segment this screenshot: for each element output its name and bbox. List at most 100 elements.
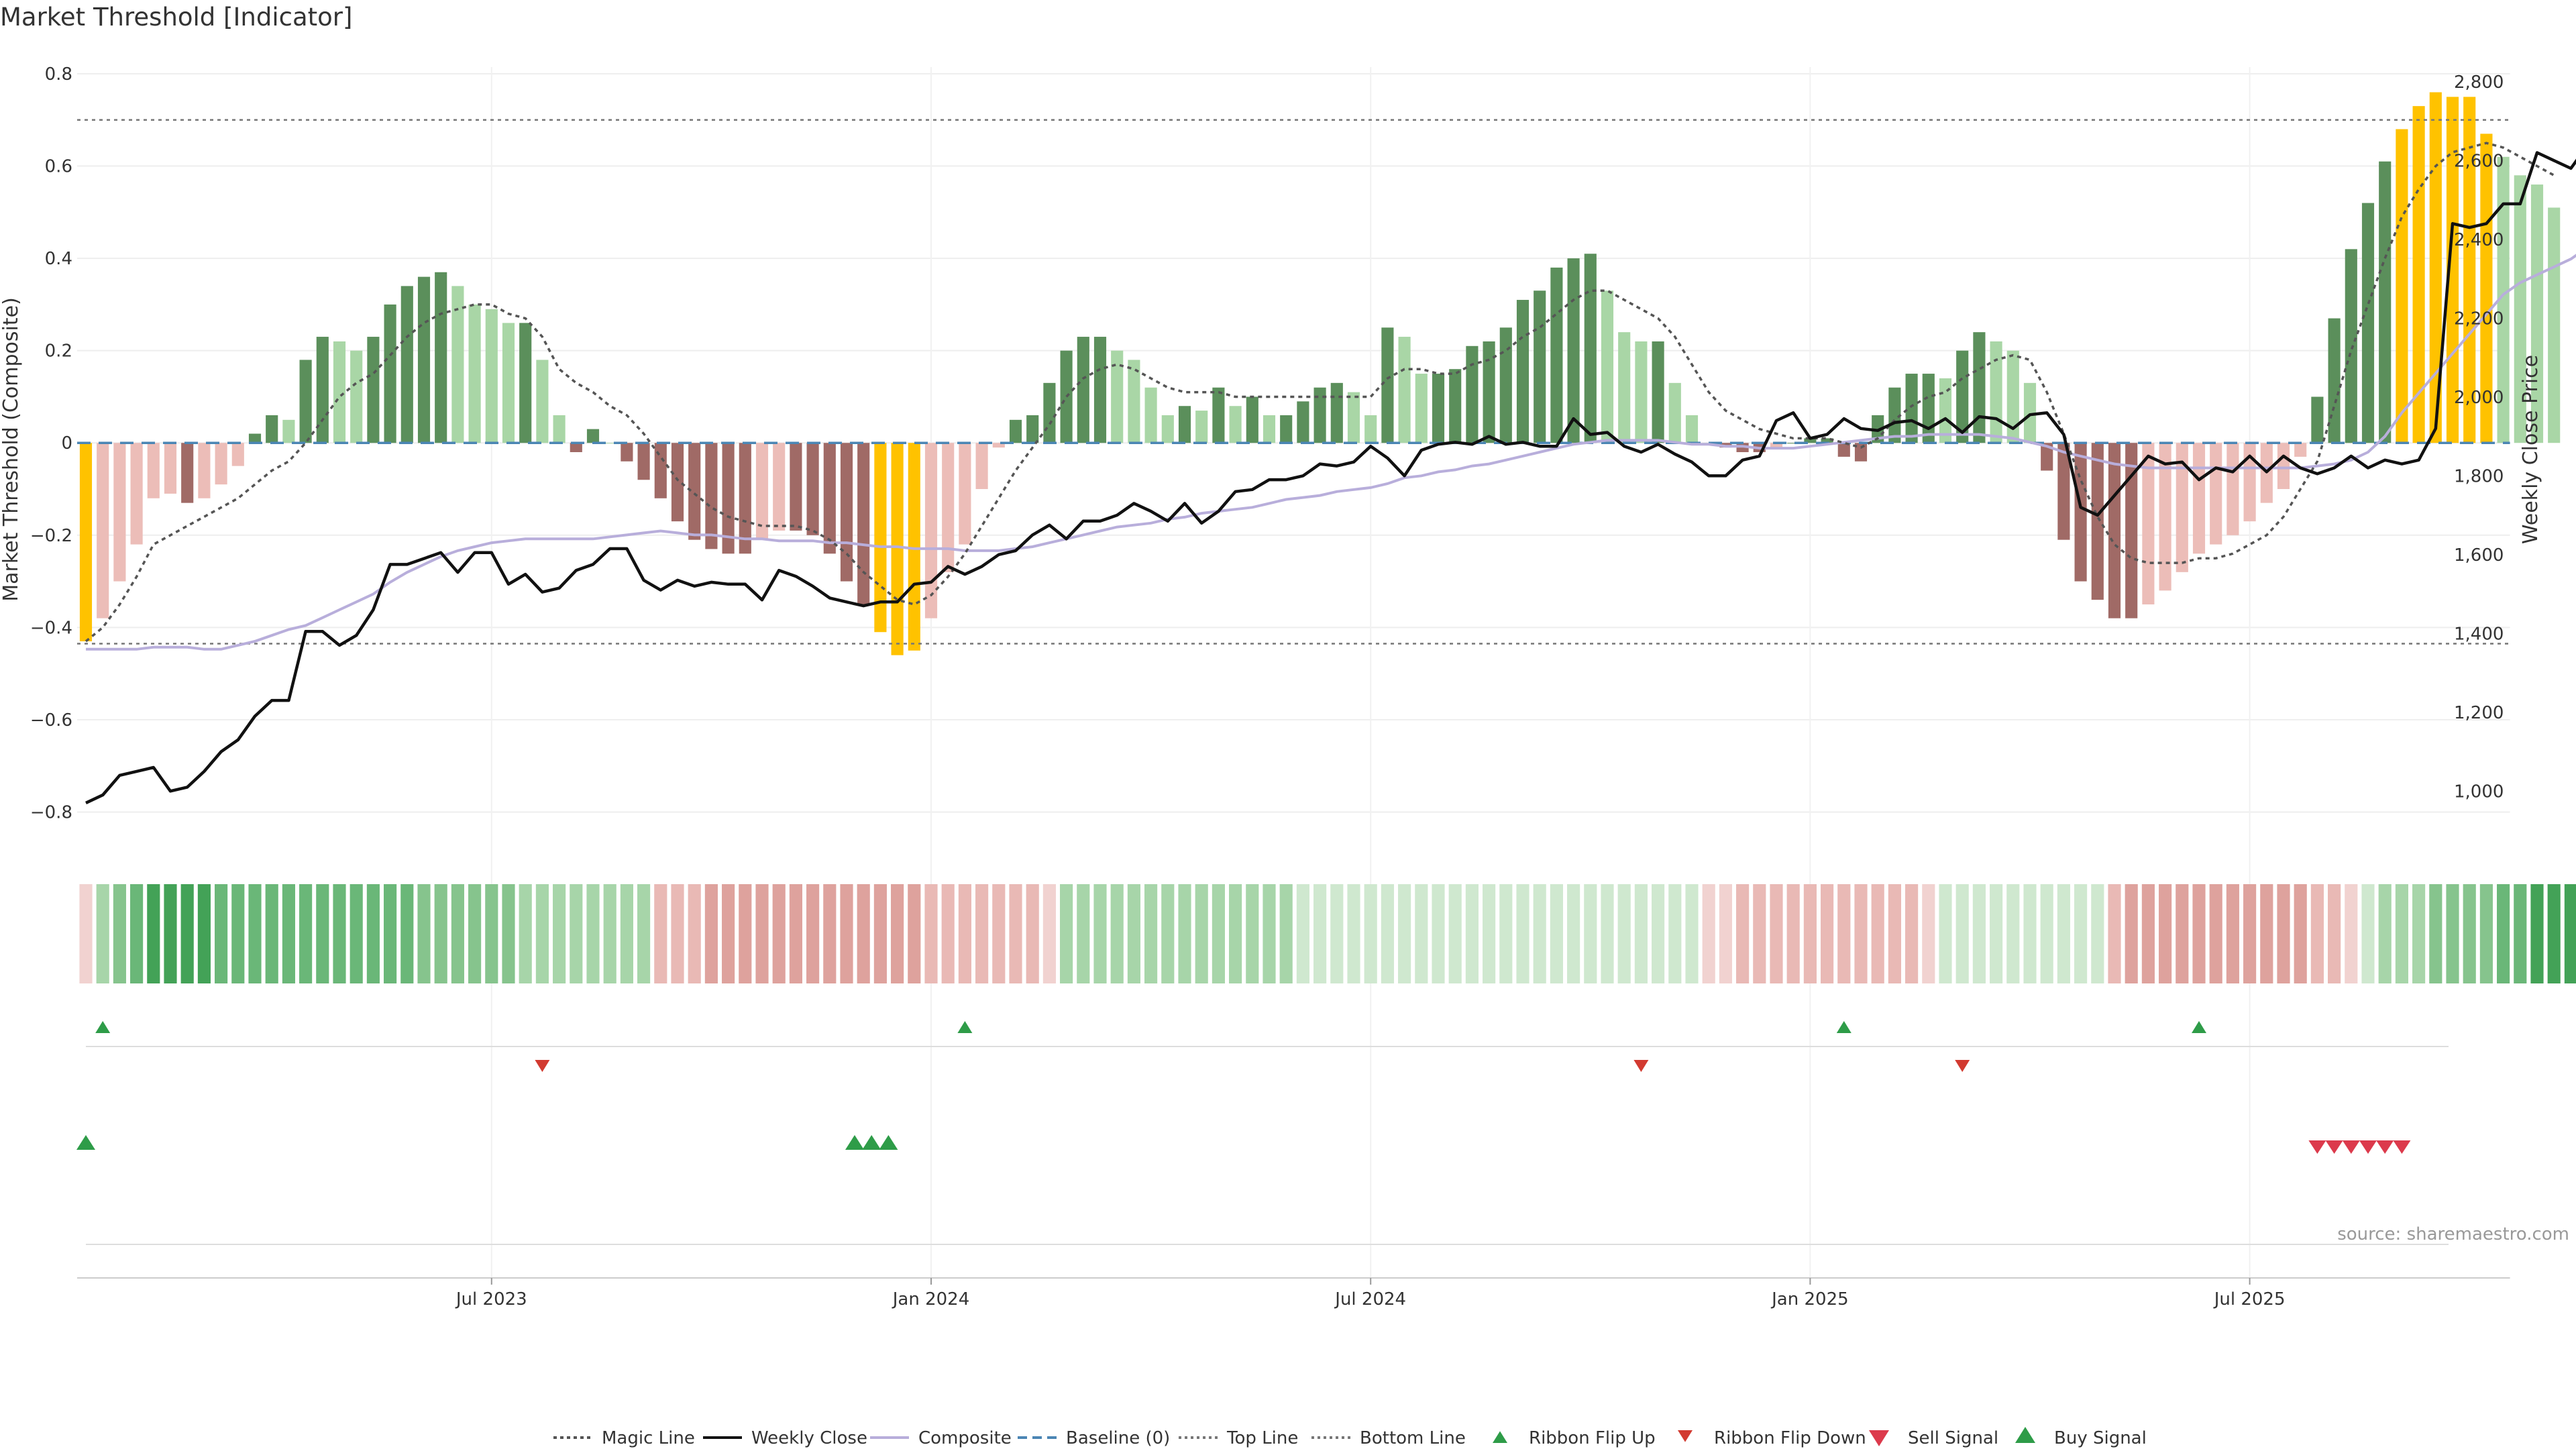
histogram-bar [2176, 443, 2188, 572]
ribbon-cell [1821, 884, 1834, 983]
histogram-bar [2041, 443, 2053, 471]
histogram-bar [1009, 419, 1022, 443]
y-tick-right: 1,200 [2454, 703, 2504, 723]
histogram-bar [1178, 406, 1191, 443]
histogram-bar [1313, 387, 1326, 443]
ribbon-cell [248, 884, 262, 983]
ribbon-cell [2141, 884, 2155, 983]
grid [77, 67, 2510, 1278]
ribbon-cell [2091, 884, 2104, 983]
ribbon-cell [1871, 884, 1884, 983]
ribbon-cell [553, 884, 566, 983]
histogram-bar [891, 443, 904, 655]
histogram-bar [1161, 415, 1174, 443]
histogram-bar [1077, 337, 1089, 443]
x-axis: Jul 2023 Jan 2024 Jul 2024 Jan 2025 Jul 2025 [77, 1277, 2510, 1309]
ribbon-cell [2192, 884, 2206, 983]
ribbon-cell [384, 884, 397, 983]
ribbon-cell [1296, 884, 1309, 983]
ribbon-cell [1719, 884, 1732, 983]
histogram-bar [637, 443, 650, 480]
histogram-bar [1246, 396, 1258, 443]
ribbon-cell [1026, 884, 1039, 983]
ribbon-cell [79, 884, 93, 983]
ribbon-cell [1465, 884, 1479, 983]
ribbon-cell [1786, 884, 1800, 983]
ribbon-cell [1432, 884, 1445, 983]
histogram-bar [2125, 443, 2138, 619]
buy-signal-marker [862, 1135, 881, 1150]
histogram-bar [299, 360, 312, 443]
histogram-bar [1837, 443, 1850, 457]
ribbon-cell [2243, 884, 2257, 983]
ribbon-cell [1888, 884, 1901, 983]
ribbon-cell [603, 884, 616, 983]
ribbon-cell [2479, 884, 2493, 983]
histogram-bar [2074, 443, 2087, 582]
y-tick-left: −0.8 [30, 802, 72, 822]
histogram-bar [1043, 382, 1056, 443]
histogram-bar [570, 443, 582, 452]
ribbon-cell [1364, 884, 1377, 983]
histogram-bar [1567, 258, 1580, 443]
histogram-bar [688, 443, 701, 540]
ribbon-cell [1077, 884, 1090, 983]
histogram-bar [164, 443, 177, 494]
ribbon-cell [908, 884, 921, 983]
legend-label: Sell Signal [1908, 1428, 1998, 1448]
ribbon-cell [316, 884, 329, 983]
x-tick-label: Jul 2025 [2213, 1289, 2286, 1309]
histogram-bar [1888, 387, 1901, 443]
histogram-bar [2345, 249, 2357, 443]
histogram-bar [2108, 443, 2121, 619]
histogram-bar [1212, 387, 1225, 443]
buy-signal-marker [879, 1135, 898, 1150]
ribbon-cell [113, 884, 126, 983]
legend-swatch [1869, 1430, 1889, 1446]
ribbon-cell [519, 884, 532, 983]
histogram-bar [2006, 350, 2019, 443]
histogram-bar [671, 443, 684, 522]
ribbon-cell [688, 884, 701, 983]
histogram-bar [722, 443, 735, 554]
histogram-bar [1584, 254, 1597, 443]
x-tick-label: Jul 2024 [1334, 1289, 1406, 1309]
ribbon-cell [1381, 884, 1394, 983]
ribbon-cell [1347, 884, 1360, 983]
ribbon-flip-up-marker [2192, 1021, 2206, 1033]
histogram-bar [2548, 207, 2561, 443]
histogram-bar [1111, 350, 1124, 443]
y-axis-right-title: Weekly Close Price [2519, 355, 2542, 544]
histogram-bar [773, 443, 786, 531]
ribbon-cell [1905, 884, 1919, 983]
ribbon-cell [2514, 884, 2527, 983]
legend-label: Magic Line [602, 1428, 695, 1448]
ribbon-cell [400, 884, 414, 983]
histogram-bar [1685, 415, 1699, 443]
histogram-bar [755, 443, 769, 540]
histogram-bar [2429, 92, 2442, 443]
histogram-bar [2159, 443, 2171, 591]
histogram-bar [2023, 382, 2037, 443]
histogram-bar [975, 443, 988, 490]
histogram-bar [1297, 401, 1309, 443]
ribbon-cell [1972, 884, 1986, 983]
ribbon-cell [704, 884, 718, 983]
histogram-bar [1635, 341, 1648, 443]
histogram-bar [908, 443, 920, 651]
ribbon-strip [79, 884, 2576, 983]
histogram-bar [1821, 438, 1833, 443]
ribbon-cell [2378, 884, 2392, 983]
ribbon-cell [2294, 884, 2307, 983]
ribbon-cell [1584, 884, 1597, 983]
sell-signal-marker [2359, 1140, 2377, 1154]
ribbon-cell [806, 884, 820, 983]
ribbon-cell [265, 884, 278, 983]
histogram-bar [350, 350, 363, 443]
histogram-bar [1432, 374, 1445, 443]
histogram-bar [1770, 443, 1783, 448]
histogram-bar [2361, 203, 2375, 443]
histogram-bar [2277, 443, 2290, 490]
ribbon-cell [2564, 884, 2576, 983]
ribbon-cell [1060, 884, 1073, 983]
